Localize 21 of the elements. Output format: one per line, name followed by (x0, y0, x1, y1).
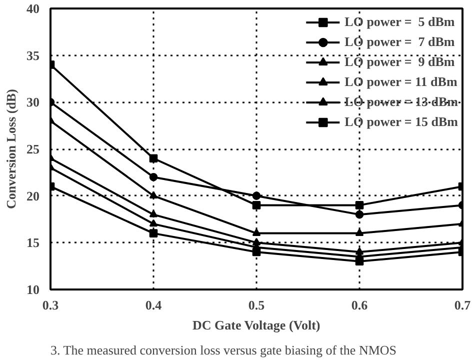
y-axis-title: Conversion Loss (dB) (4, 89, 18, 209)
y-tick-label: 20 (26, 188, 40, 204)
legend-label: LO power = 5 dBm (344, 14, 455, 30)
text: 3. The measured conversion loss versus gate biasing of the NMOS (50, 342, 397, 358)
x-tick-label: 0.3 (42, 298, 60, 312)
y-tick-label: 40 (26, 1, 40, 16)
y-tick-label: 10 (26, 282, 40, 297)
x-tick-label: 0.5 (248, 298, 266, 312)
x-tick-label: 0.7 (454, 298, 472, 312)
y-tick-label: 35 (26, 48, 40, 63)
legend-label: LO power = 7 dBm (344, 34, 455, 50)
x-axis-title: DC Gate Voltage (Volt) (192, 318, 320, 332)
y-tick-label: 15 (26, 235, 40, 250)
legend-label: LO power = 15 dBm (344, 114, 458, 130)
legend-label: LO power = 11 dBm (344, 74, 458, 90)
y-tick-label: 30 (26, 94, 40, 110)
y-tick-label: 25 (26, 142, 40, 156)
x-tick-label: 0.6 (351, 298, 368, 312)
legend-label: LO power = 9 dBm (344, 54, 455, 70)
legend-label: LO power = 13 dBm (344, 94, 458, 110)
x-tick-label: 0.4 (145, 298, 162, 312)
